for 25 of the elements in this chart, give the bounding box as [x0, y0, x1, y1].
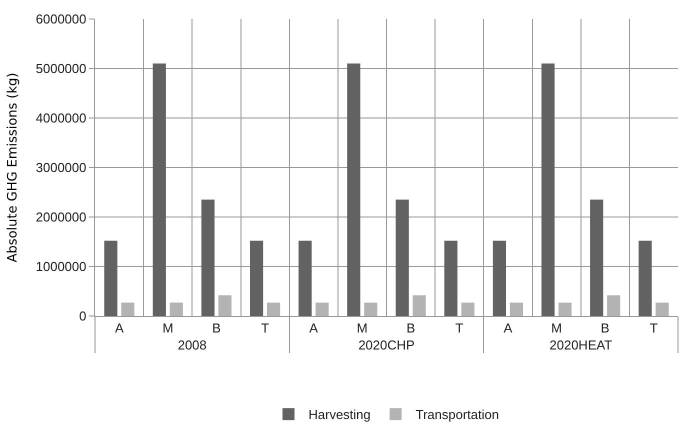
y-axis-title: Absolute GHG Emissions (kg) [6, 72, 21, 262]
legend-label: Harvesting [308, 407, 371, 422]
y-tick-label: 1000000 [36, 259, 86, 274]
x-tick-label: A [504, 320, 513, 336]
x-tick-label: T [455, 320, 464, 336]
x-tick-label: M [162, 320, 174, 336]
x-tick-label: T [261, 320, 270, 336]
x-tick-label: B [600, 320, 610, 336]
y-tick-label: 3000000 [36, 160, 86, 176]
y-tick-label: 2000000 [36, 210, 86, 225]
y-tick-label: 6000000 [36, 12, 86, 27]
x-tick-label: T [650, 320, 658, 336]
x-tick-label: M [356, 320, 368, 336]
text: 2008 [178, 338, 207, 353]
x-tick-label: M [551, 320, 562, 336]
text: 2020CHP [358, 338, 415, 353]
x-tick-label: B [212, 320, 221, 336]
x-tick-label: A [114, 320, 124, 336]
x-tick-label: A [309, 320, 318, 336]
legend-label: Transportation [416, 407, 499, 422]
x-tick-label: B [406, 320, 416, 336]
text: 2020HEAT [550, 338, 612, 353]
y-tick-label: 0 [79, 308, 86, 324]
y-tick-label: 4000000 [36, 110, 86, 126]
y-tick-label: 5000000 [36, 61, 86, 76]
